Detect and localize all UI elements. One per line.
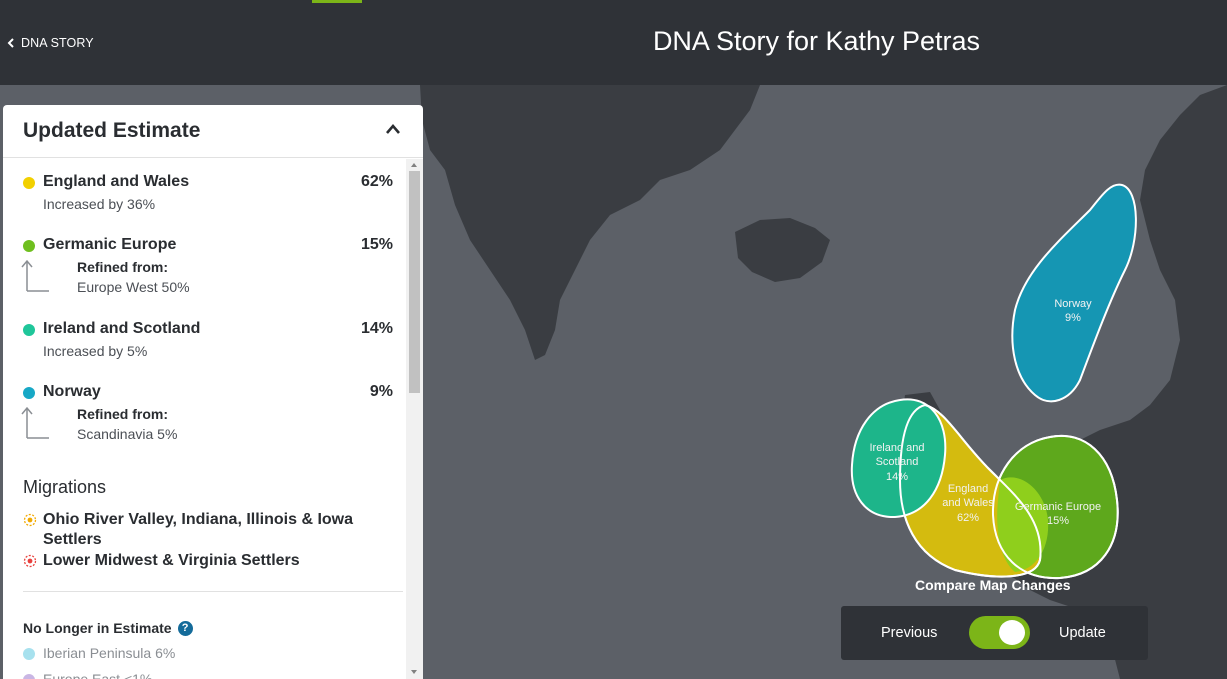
region-percent: 62% (360, 173, 393, 190)
england-map-percent: 62% (957, 512, 979, 524)
refined-arrow-icon (21, 259, 49, 292)
region-name: Norway (43, 383, 101, 400)
region-name: Germanic Europe (43, 236, 177, 253)
scroll-up-icon[interactable] (411, 163, 417, 167)
england-map-label-2: and Wales (942, 497, 994, 509)
iceland-landmass (735, 218, 830, 282)
region-england-wales[interactable]: England and Wales 62% Increased by 36% (23, 173, 393, 219)
iberian-dot-icon (23, 648, 35, 660)
previous-label[interactable]: Previous (881, 625, 938, 641)
toggle-knob (999, 620, 1025, 645)
greenland-landmass (420, 85, 760, 360)
region-ireland-scotland[interactable]: Ireland and Scotland 14% Increased by 5% (23, 320, 393, 366)
migration-ring-icon (23, 554, 37, 568)
panel-scrollbar[interactable] (406, 159, 423, 679)
scrollbar-thumb[interactable] (409, 171, 420, 393)
update-label[interactable]: Update (1059, 625, 1106, 641)
scroll-down-icon[interactable] (411, 670, 417, 674)
refined-from-value: Europe West 50% (77, 279, 190, 295)
refined-from-label: Refined from: (77, 259, 168, 275)
chevron-left-icon (7, 38, 14, 48)
page-title: DNA Story for Kathy Petras (652, 26, 981, 56)
region-percent: 9% (369, 383, 393, 400)
compare-map-changes-label: Compare Map Changes (915, 577, 1071, 593)
active-tab-indicator (312, 0, 362, 3)
chevron-up-icon[interactable] (385, 123, 401, 135)
ireland-scotland-region[interactable] (850, 398, 947, 519)
old-region-label: Iberian Peninsula 6% (43, 645, 176, 661)
compare-toggle-switch[interactable] (969, 616, 1030, 649)
region-name: Ireland and Scotland (43, 320, 201, 337)
region-name: England and Wales (43, 173, 190, 190)
england-map-label: England (948, 483, 988, 495)
migration-name: Lower Midwest & Virginia Settlers (43, 552, 300, 569)
ireland-map-label: Ireland and (869, 442, 924, 454)
germanic-europe-dot-icon (23, 240, 35, 252)
estimate-panel: Updated Estimate England and Wales 62% I… (3, 105, 423, 679)
compare-toggle-bar: Previous Update (841, 606, 1148, 660)
germanic-map-label: Germanic Europe (1015, 501, 1101, 513)
region-germanic-europe[interactable]: Germanic Europe 15% Refined from: Europe… (21, 236, 393, 298)
back-to-dna-story-link[interactable]: DNA STORY (7, 36, 94, 50)
england-wales-outline (898, 403, 1042, 578)
region-change: Increased by 5% (43, 343, 148, 359)
region-change: Increased by 36% (43, 196, 156, 212)
migrations-heading: Migrations (23, 477, 107, 497)
germanic-map-percent: 15% (1047, 515, 1069, 527)
top-header: DNA STORY DNA Story for Kathy Petras (0, 0, 1227, 85)
norway-map-label: Norway (1054, 298, 1092, 310)
norway-map-percent: 9% (1065, 312, 1081, 324)
norway-dot-icon (23, 387, 35, 399)
section-divider (23, 591, 403, 592)
ireland-map-label-2: Scotland (876, 456, 919, 468)
migration-ring-icon (23, 513, 37, 527)
norway-region[interactable] (1011, 183, 1137, 403)
ireland-scotland-dot-icon (23, 324, 35, 336)
germanic-europe-outline (991, 434, 1119, 580)
help-icon[interactable]: ? (177, 620, 193, 636)
back-link-label: DNA STORY (21, 36, 94, 50)
refined-from-value: Scandinavia 5% (77, 426, 178, 442)
migration-ohio-river-valley[interactable]: Ohio River Valley, Indiana, Illinois & I… (23, 510, 383, 550)
overlap-region (997, 477, 1049, 572)
old-region-label: Europe East <1% (43, 671, 153, 679)
migration-lower-midwest[interactable]: Lower Midwest & Virginia Settlers (23, 551, 383, 571)
ireland-map-percent: 14% (886, 471, 908, 483)
panel-title: Updated Estimate (23, 119, 201, 142)
europe-east-dot-icon (23, 674, 35, 679)
region-norway[interactable]: Norway 9% Refined from: Scandinavia 5% (21, 383, 393, 445)
old-region-europe-east: Europe East <1% (23, 671, 152, 679)
no-longer-label: No Longer in Estimate (23, 620, 172, 636)
panel-content: England and Wales 62% Increased by 36% G… (3, 159, 407, 679)
refined-arrow-icon (21, 406, 49, 439)
no-longer-heading: No Longer in Estimate ? (23, 620, 193, 636)
panel-header: Updated Estimate (3, 105, 423, 158)
refined-from-label: Refined from: (77, 406, 168, 422)
migration-name: Ohio River Valley, Indiana, Illinois & I… (43, 511, 354, 548)
england-wales-dot-icon (23, 177, 35, 189)
old-region-iberian: Iberian Peninsula 6% (23, 645, 175, 661)
region-percent: 14% (360, 320, 393, 337)
region-percent: 15% (360, 236, 393, 253)
